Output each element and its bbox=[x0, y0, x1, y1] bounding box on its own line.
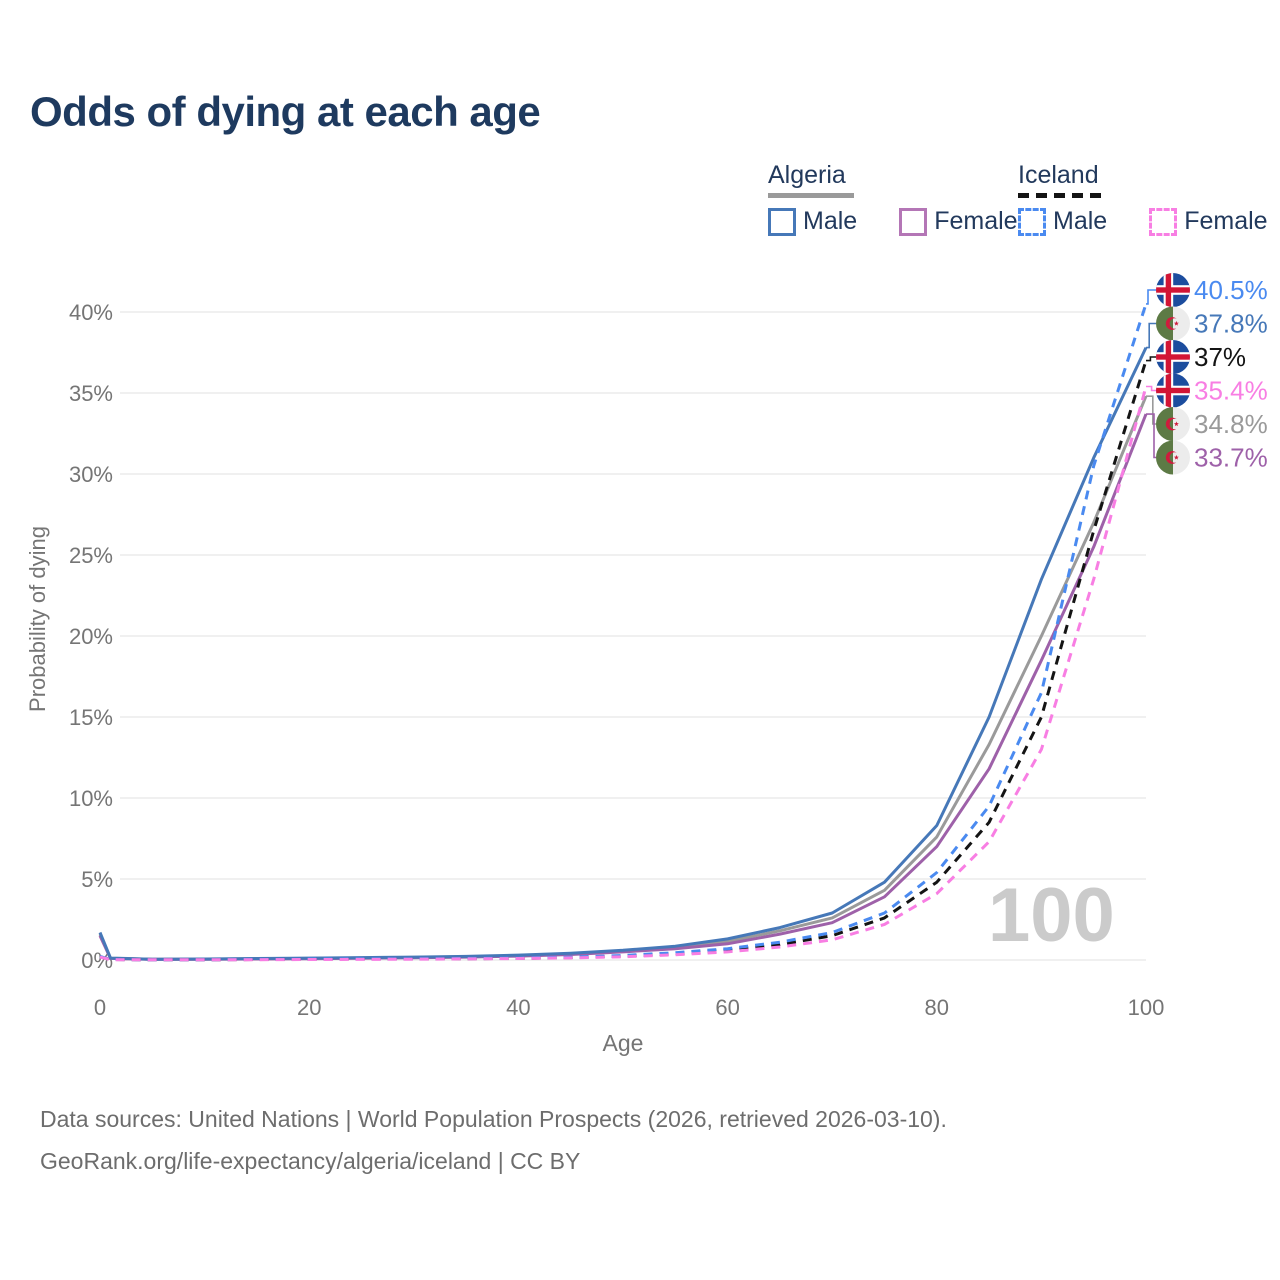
x-tick-20: 20 bbox=[297, 995, 321, 1020]
footer: Data sources: United Nations | World Pop… bbox=[40, 1106, 947, 1190]
y-tick-5pct: 5% bbox=[81, 867, 113, 892]
iceland-flag-icon bbox=[1156, 373, 1190, 408]
legend-swatch-algeria-female bbox=[899, 207, 928, 236]
legend-country-label-algeria: Algeria bbox=[768, 161, 846, 189]
legend-group-iceland: Iceland Male Female bbox=[1018, 161, 1268, 236]
legend-underline-solid bbox=[768, 193, 854, 198]
leader-line-iceland-female bbox=[1146, 385, 1156, 392]
end-label-iceland-total: 37% bbox=[1194, 342, 1246, 372]
leader-line-iceland-total bbox=[1146, 356, 1156, 362]
end-label-algeria-female: 33.7% bbox=[1194, 443, 1268, 473]
y-tick-30pct: 30% bbox=[69, 462, 113, 487]
legend-swatch-iceland-male bbox=[1018, 207, 1046, 236]
iceland-flag-icon bbox=[1156, 340, 1190, 374]
legend-item-algeria-female[interactable]: Female bbox=[899, 207, 1018, 236]
x-tick-0: 0 bbox=[94, 995, 106, 1020]
x-tick-80: 80 bbox=[925, 995, 949, 1020]
y-axis-title: Probability of dying bbox=[25, 526, 50, 712]
footer-attribution: GeoRank.org/life-expectancy/algeria/icel… bbox=[40, 1148, 581, 1174]
legend-item-algeria-male[interactable]: Male bbox=[768, 207, 857, 236]
y-tick-20pct: 20% bbox=[69, 624, 113, 649]
y-tick-15pct: 15% bbox=[69, 705, 113, 730]
series-line-iceland-female[interactable] bbox=[99, 386, 1148, 962]
legend-underline-dashed bbox=[1018, 193, 1104, 198]
legend-item-label: Female bbox=[934, 207, 1018, 235]
legend-item-label: Male bbox=[1053, 207, 1108, 235]
page-title: Odds of dying at each age bbox=[30, 88, 541, 135]
legend-item-label: Male bbox=[803, 207, 858, 235]
hovered-age-watermark: 100 bbox=[988, 873, 1115, 958]
footer-data-sources: Data sources: United Nations | World Pop… bbox=[40, 1106, 947, 1132]
y-tick-40pct: 40% bbox=[69, 300, 113, 325]
x-axis-title: Age bbox=[602, 1030, 644, 1056]
legend-country-label-iceland: Iceland bbox=[1018, 161, 1099, 189]
y-tick-35pct: 35% bbox=[69, 381, 113, 406]
legend-item-iceland-female[interactable]: Female bbox=[1149, 207, 1268, 236]
x-tick-40: 40 bbox=[506, 995, 530, 1020]
iceland-flag-icon bbox=[1156, 273, 1190, 307]
end-label-iceland-male: 40.5% bbox=[1194, 275, 1268, 305]
end-label-iceland-female: 35.4% bbox=[1194, 376, 1268, 406]
algeria-flag-icon bbox=[1156, 306, 1190, 341]
leader-line-iceland-male bbox=[1146, 289, 1156, 305]
legend-item-label: Female bbox=[1184, 207, 1268, 235]
algeria-flag-icon bbox=[1156, 440, 1190, 475]
legend-group-algeria: Algeria Male Female bbox=[768, 161, 1018, 236]
legend-swatch-iceland-female bbox=[1149, 207, 1178, 236]
leader-line-algeria-male bbox=[1146, 322, 1156, 349]
x-tick-60: 60 bbox=[715, 995, 739, 1020]
plot-area[interactable] bbox=[100, 290, 1146, 960]
x-tick-100: 100 bbox=[1128, 995, 1165, 1020]
y-tick-25pct: 25% bbox=[69, 543, 113, 568]
algeria-flag-icon bbox=[1156, 407, 1190, 441]
legend-item-iceland-male[interactable]: Male bbox=[1018, 207, 1107, 236]
legend-swatch-algeria-male bbox=[768, 207, 796, 236]
leader-line-algeria-female bbox=[1146, 413, 1156, 459]
end-label-algeria-total: 34.8% bbox=[1194, 409, 1268, 439]
y-tick-10pct: 10% bbox=[69, 786, 113, 811]
end-label-algeria-male: 37.8% bbox=[1194, 309, 1268, 339]
